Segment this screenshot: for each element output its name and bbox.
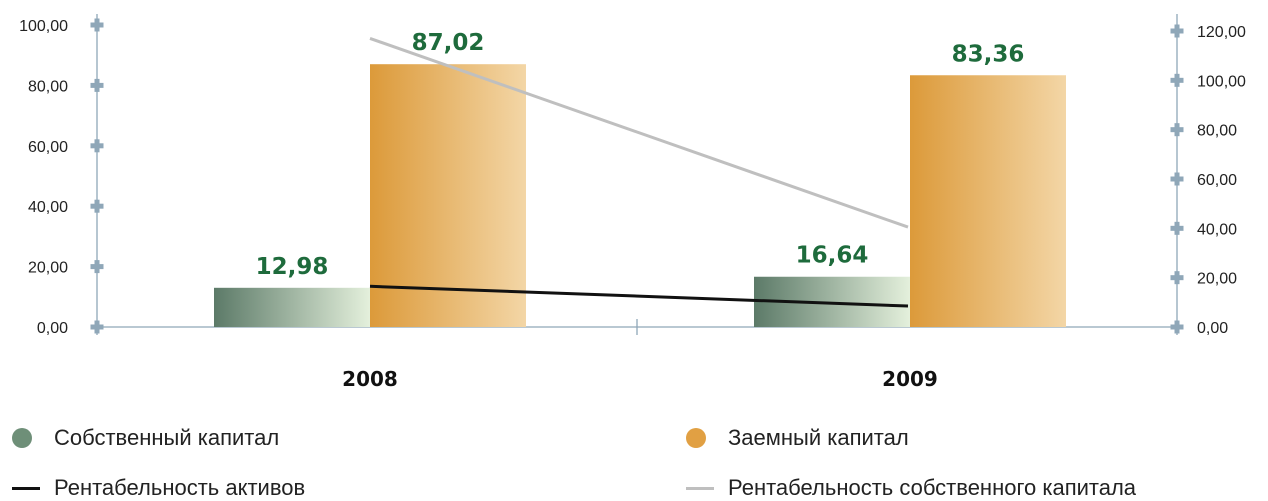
y-left-tick-mark: [90, 139, 104, 153]
x-category-label: 2008: [342, 367, 398, 391]
y-right-tick-mark: [1170, 123, 1184, 137]
line-return-on-equity: [369, 36, 909, 229]
data-label-own-capital-2008: 12,98: [256, 254, 329, 280]
line-return-on-assets: [369, 284, 909, 308]
y-right-tick-label: 100,00: [1197, 73, 1246, 90]
y-left-tick-mark: [90, 199, 104, 213]
y-left-tick-label: 20,00: [28, 260, 68, 277]
bar-borrowed-capital-2009: [910, 75, 1066, 327]
y-right-tick-label: 60,00: [1197, 172, 1237, 189]
y-left-tick-mark: [90, 18, 104, 32]
y-right-tick-label: 80,00: [1197, 123, 1237, 140]
y-right-tick-label: 40,00: [1197, 221, 1237, 238]
y-right-tick-mark: [1170, 320, 1184, 334]
y-right-tick-label: 120,00: [1197, 24, 1246, 41]
y-right-tick-mark: [1170, 24, 1184, 38]
y-left-tick-label: 0,00: [37, 320, 68, 337]
y-left-tick-label: 80,00: [28, 78, 68, 95]
y-right-tick-mark: [1170, 172, 1184, 186]
y-right-tick-label: 0,00: [1197, 320, 1228, 337]
y-left-tick-label: 40,00: [28, 199, 68, 216]
bar-borrowed-capital-2008: [370, 64, 526, 328]
y-left-tick-mark: [90, 78, 104, 92]
y-left-tick-mark: [90, 320, 104, 334]
y-left-tick-label: 60,00: [28, 139, 68, 156]
y-left-tick-mark: [90, 260, 104, 274]
bar-own-capital-2008: [214, 287, 370, 327]
y-right-tick-mark: [1170, 271, 1184, 285]
y-right-tick-label: 20,00: [1197, 271, 1237, 288]
y-right-tick-mark: [1170, 221, 1184, 235]
data-label-own-capital-2009: 16,64: [796, 243, 869, 269]
data-label-borrowed-capital-2009: 83,36: [952, 41, 1025, 67]
data-label-borrowed-capital-2008: 87,02: [412, 30, 485, 56]
y-left-tick-label: 100,00: [19, 18, 68, 35]
x-category-label: 2009: [882, 367, 938, 391]
y-right-tick-mark: [1170, 73, 1184, 87]
